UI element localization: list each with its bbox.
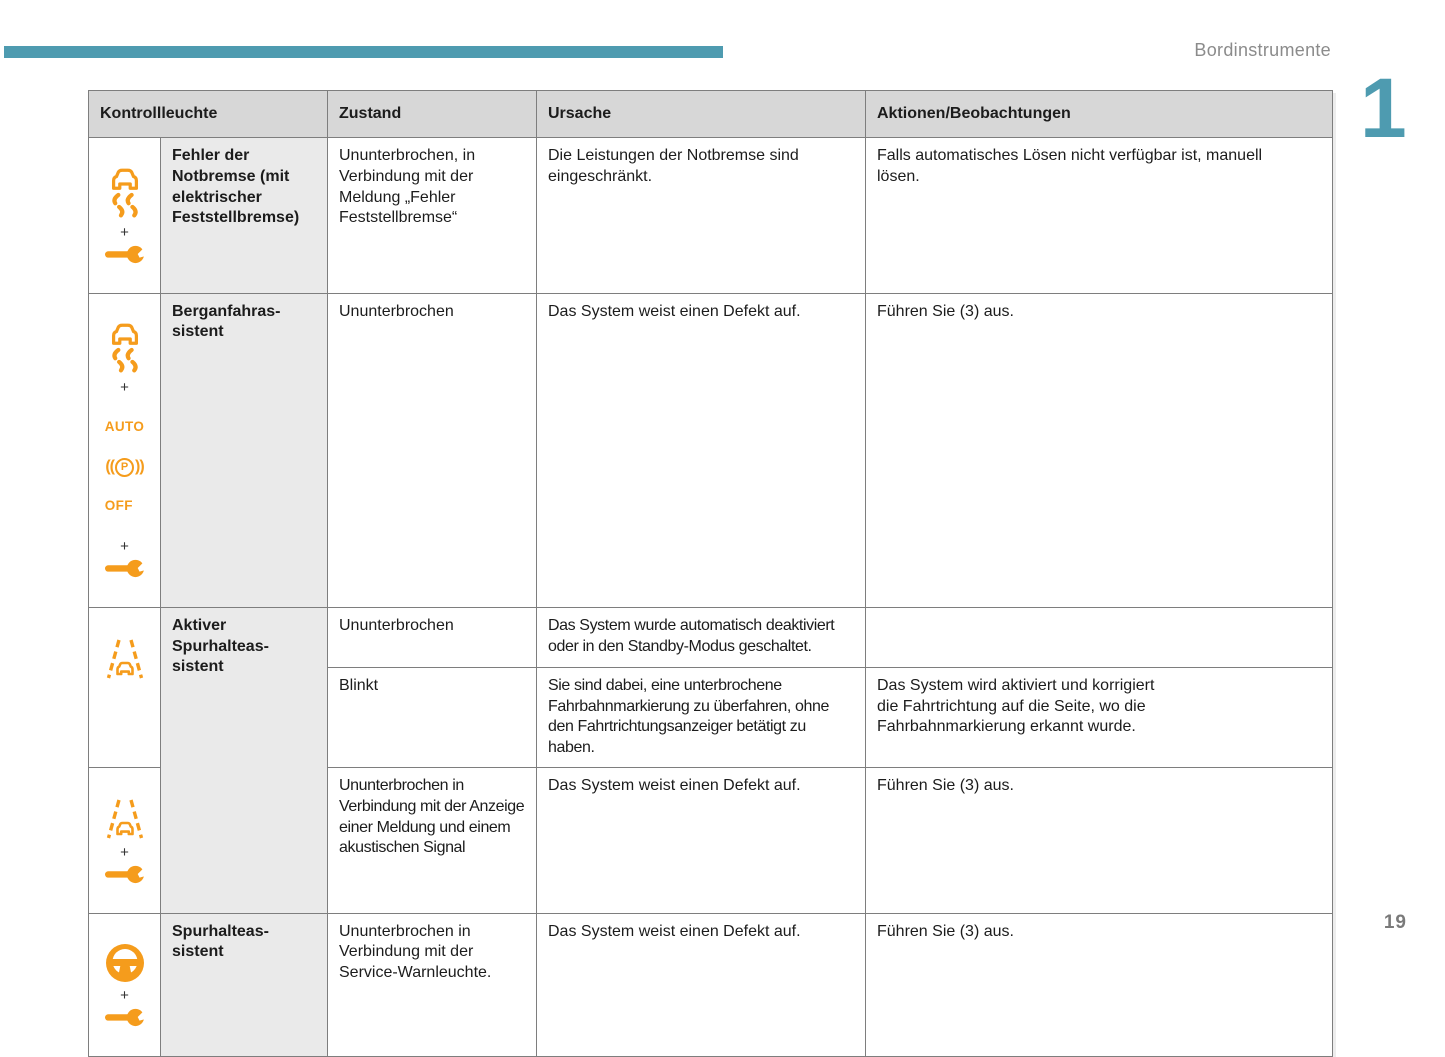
ursache-aktiver-spurhalte-3: Das System weist einen Defekt auf. (536, 767, 866, 914)
section-title: Bordinstrumente (1194, 40, 1331, 60)
ursache-notbremse: Die Leistungen der Notbremse sind einges… (536, 137, 866, 294)
chapter-number: 1 (1360, 61, 1407, 155)
page-number: 19 (1383, 912, 1407, 933)
ursache-berganfahr: Das System weist einen Defekt auf. (536, 292, 866, 608)
cell-icons-spurhalte: + (88, 912, 161, 1057)
header-kontrollleuchte: Kontrollleuchte (88, 90, 328, 138)
plus-sign: + (120, 223, 129, 241)
ursache-aktiver-spurhalte-2: Sie sind dabei, eine unterbrochene Fahrb… (536, 666, 866, 769)
zustand-aktiver-spurhalte-3: Ununterbrochen in Verbindung mit der Anz… (327, 767, 537, 914)
zustand-notbremse: Ununterbrochen, in Verbindung mit der Me… (327, 137, 537, 294)
lane-assist-icon (106, 799, 143, 839)
table-row: Aktiver Spurhalteas- sistent Ununterbroc… (88, 606, 1333, 914)
table-header-row: Kontrollleuchte Zustand Ursache Aktionen… (88, 90, 1333, 138)
table-row: + Fehler der Notbremse (mit elektrischer… (88, 137, 1333, 294)
table-row: Blinkt Sie sind dabei, eine unterbrochen… (89, 666, 1333, 769)
label-spurhalte: Spurhalteas- sistent (160, 912, 328, 1057)
steering-wheel-icon (105, 944, 144, 983)
lane-assist-icon (106, 639, 143, 679)
zustand-spurhalte: Ununterbrochen in Verbindung mit der Ser… (327, 912, 537, 1057)
label-notbremse: Fehler der Notbremse (mit elektrischer F… (160, 137, 328, 294)
ursache-spurhalte: Das System weist einen Defekt auf. (536, 912, 866, 1057)
esp-warning-icon (111, 168, 138, 220)
wrench-icon (104, 1009, 146, 1027)
cell-icons-berganfahr: + AUTO (( P )) OFF + (88, 292, 161, 608)
plus-sign: + (120, 538, 129, 556)
accent-divider-bar (4, 46, 723, 58)
aktion-aktiver-spurhalte-3: Führen Sie (3) aus. (865, 767, 1333, 914)
plus-sign: + (120, 379, 129, 397)
cell-icons-notbremse: + (88, 137, 161, 294)
plus-sign: + (120, 987, 129, 1005)
header-zustand: Zustand (327, 90, 537, 138)
zustand-berganfahr: Ununterbrochen (327, 292, 537, 608)
aktion-aktiver-spurhalte-1 (865, 606, 1333, 668)
esp-warning-icon (111, 324, 138, 376)
wrench-icon (104, 865, 146, 883)
aktion-notbremse: Falls automatisches Lösen nicht verfügba… (865, 137, 1333, 294)
ursache-aktiver-spurhalte-1: Das System wurde automatisch deaktiviert… (536, 606, 866, 668)
header-ursache: Ursache (536, 90, 866, 138)
aktion-aktiver-spurhalte-2: Das System wird aktiviert und korrigiert… (865, 666, 1333, 769)
wrench-icon (104, 245, 146, 263)
aktion-berganfahr: Führen Sie (3) aus. (865, 292, 1333, 608)
cell-icons-aktiver-spurhalte (88, 606, 161, 769)
label-aktiver-spurhalte: Aktiver Spurhalteas- sistent (160, 606, 328, 914)
wrench-icon (104, 559, 146, 578)
auto-park-off-icon: AUTO (( P )) OFF (104, 419, 145, 514)
label-berganfahr: Berganfahras- sistent (160, 292, 328, 608)
zustand-aktiver-spurhalte-1: Ununterbrochen (327, 606, 537, 668)
table-row: + Ununterbrochen in Verbindung mit der A… (88, 767, 1333, 914)
zustand-aktiver-spurhalte-2: Blinkt (327, 666, 537, 769)
table-row: + AUTO (( P )) OFF + Berganfa (88, 292, 1333, 608)
aktion-spurhalte: Führen Sie (3) aus. (865, 912, 1333, 1057)
warning-lights-table: Kontrollleuchte Zustand Ursache Aktionen… (88, 90, 1333, 1057)
cell-icons-aktiver-spurhalte-defekt: + (88, 767, 161, 914)
plus-sign: + (120, 843, 129, 861)
header-aktionen: Aktionen/Beobachtungen (865, 90, 1333, 138)
table-row: + Spurhalteas- sistent Ununterbrochen in… (88, 912, 1333, 1057)
